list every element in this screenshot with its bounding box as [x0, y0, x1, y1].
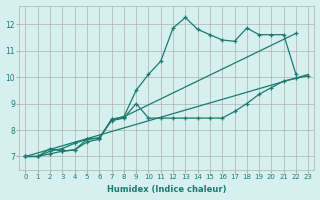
- X-axis label: Humidex (Indice chaleur): Humidex (Indice chaleur): [107, 185, 227, 194]
